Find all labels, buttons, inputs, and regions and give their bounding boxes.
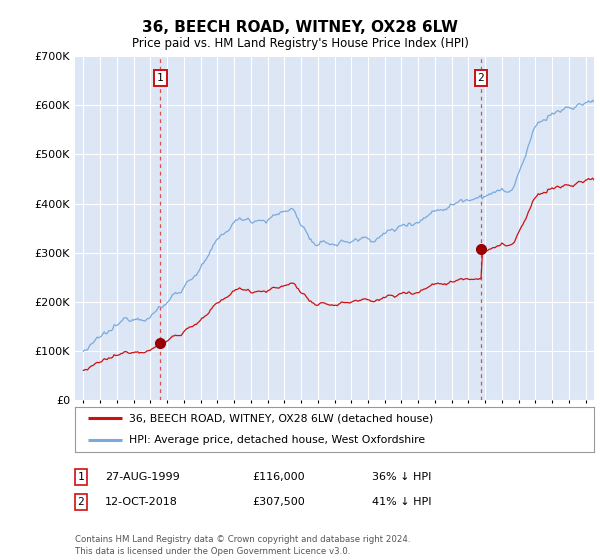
Text: 41% ↓ HPI: 41% ↓ HPI — [372, 497, 431, 507]
Text: HPI: Average price, detached house, West Oxfordshire: HPI: Average price, detached house, West… — [130, 435, 425, 445]
Text: 36, BEECH ROAD, WITNEY, OX28 6LW: 36, BEECH ROAD, WITNEY, OX28 6LW — [142, 20, 458, 35]
Text: 12-OCT-2018: 12-OCT-2018 — [105, 497, 178, 507]
Text: Contains HM Land Registry data © Crown copyright and database right 2024.
This d: Contains HM Land Registry data © Crown c… — [75, 535, 410, 556]
Text: 36, BEECH ROAD, WITNEY, OX28 6LW (detached house): 36, BEECH ROAD, WITNEY, OX28 6LW (detach… — [130, 413, 434, 423]
Text: Price paid vs. HM Land Registry's House Price Index (HPI): Price paid vs. HM Land Registry's House … — [131, 37, 469, 50]
Text: £116,000: £116,000 — [252, 472, 305, 482]
Text: 1: 1 — [157, 73, 163, 83]
Text: 36% ↓ HPI: 36% ↓ HPI — [372, 472, 431, 482]
Text: 2: 2 — [77, 497, 85, 507]
Text: 2: 2 — [478, 73, 484, 83]
Text: £307,500: £307,500 — [252, 497, 305, 507]
Text: 27-AUG-1999: 27-AUG-1999 — [105, 472, 180, 482]
Text: 1: 1 — [77, 472, 85, 482]
